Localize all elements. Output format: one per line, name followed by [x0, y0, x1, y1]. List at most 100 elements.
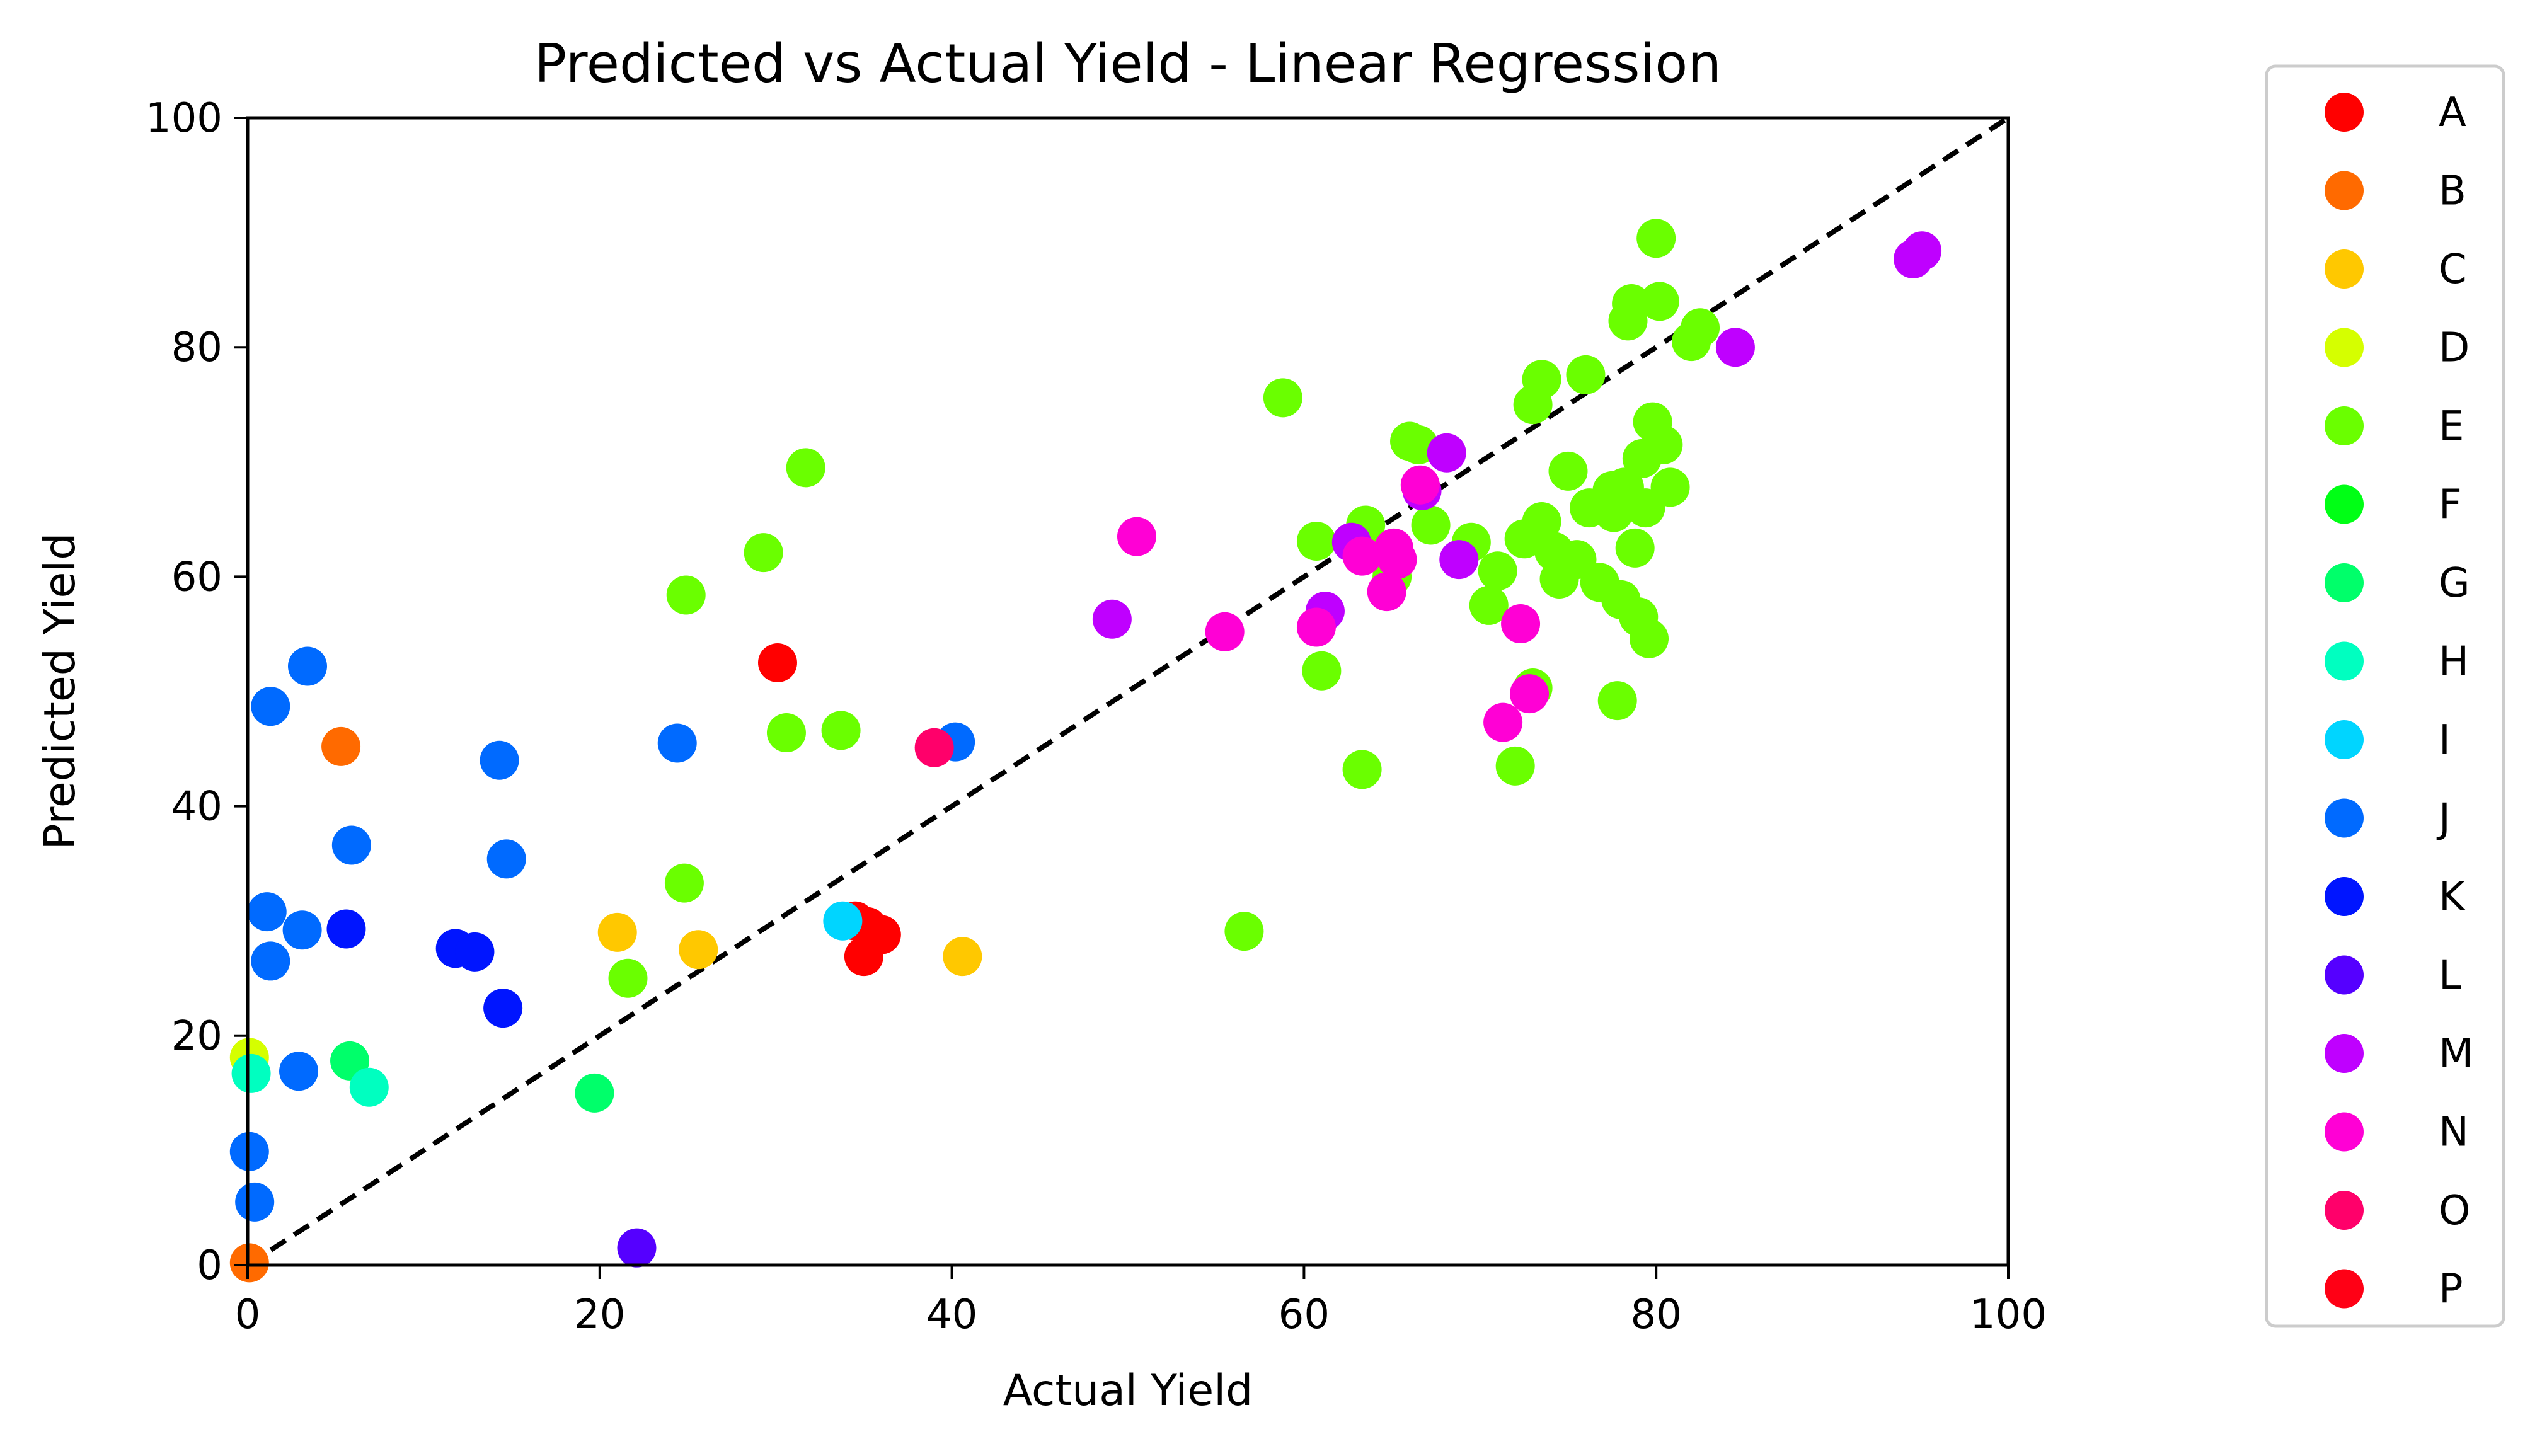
legend-label-m: M [2439, 1031, 2473, 1077]
data-point-e [608, 958, 648, 998]
x-tick-label: 80 [1630, 1292, 1681, 1338]
reference-line [246, 115, 2010, 1268]
legend-label-o: O [2439, 1188, 2470, 1234]
legend-marker-p [2325, 1269, 2364, 1309]
plot-frame [246, 116, 2010, 1267]
legend-marker-d [2325, 328, 2364, 367]
data-point-e [1469, 585, 1509, 625]
legend-marker-b [2325, 171, 2364, 210]
data-point-c [943, 937, 982, 977]
data-point-e [1411, 505, 1451, 545]
data-point-e [1612, 284, 1652, 324]
data-point-e [821, 711, 861, 750]
data-point-e [1342, 750, 1382, 789]
data-point-i [823, 901, 863, 941]
data-point-e [1478, 551, 1517, 591]
data-point-e [744, 533, 783, 573]
y-tick-label: 0 [197, 1242, 222, 1289]
y-tick-label: 100 [146, 95, 222, 142]
data-point-e [1594, 493, 1634, 532]
legend-label-g: G [2439, 560, 2470, 607]
x-tick-label: 100 [1970, 1292, 2047, 1338]
data-point-k [326, 909, 366, 949]
x-tick-label: 0 [235, 1292, 261, 1338]
data-point-h [231, 1053, 271, 1093]
y-tick-label: 40 [171, 784, 222, 830]
legend-label-e: E [2439, 403, 2464, 450]
data-point-b [321, 726, 361, 766]
data-point-m [1902, 231, 1942, 271]
data-point-e [1640, 282, 1679, 321]
y-tick-label: 20 [171, 1013, 222, 1060]
legend-label-a: A [2439, 89, 2466, 136]
data-point-n [1501, 604, 1541, 644]
data-point-j [235, 1182, 275, 1222]
data-point-m [1439, 540, 1479, 580]
chart-title: Predicted vs Actual Yield - Linear Regre… [534, 33, 1722, 95]
legend-label-n: N [2439, 1109, 2469, 1156]
legend-marker-o [2325, 1191, 2364, 1230]
data-point-e [1643, 425, 1683, 464]
y-tick-label: 60 [171, 554, 222, 600]
data-point-m [1092, 599, 1132, 639]
legend-marker-k [2325, 877, 2364, 916]
data-point-e [1650, 467, 1690, 507]
legend-marker-j [2325, 798, 2364, 838]
data-point-n [1400, 465, 1440, 505]
data-point-m [1715, 328, 1755, 367]
data-point-e [1522, 360, 1561, 399]
data-point-n [1483, 702, 1523, 742]
legend-marker-a [2325, 93, 2364, 132]
data-point-e [1296, 521, 1336, 561]
data-point-b [229, 1243, 269, 1283]
data-point-n [1367, 572, 1406, 612]
x-tick-label: 60 [1279, 1292, 1330, 1338]
legend-label-b: B [2439, 168, 2466, 215]
legend-marker-m [2325, 1034, 2364, 1073]
legend-marker-l [2325, 955, 2364, 995]
legend-label-j: J [2436, 796, 2451, 842]
data-point-h [349, 1067, 389, 1107]
data-point-e [1566, 355, 1606, 394]
x-axis-label: Actual Yield [1003, 1366, 1253, 1416]
data-point-k [455, 932, 495, 972]
data-point-e [1630, 619, 1669, 658]
data-point-e [1263, 378, 1302, 418]
data-point-n [1117, 517, 1156, 556]
legend-label-i: I [2439, 717, 2451, 764]
legend-label-c: C [2439, 246, 2467, 293]
axis-ticks: 0 20 40 60 80 100 0 20 40 60 80 100 [146, 95, 2047, 1338]
data-point-j [279, 1052, 319, 1091]
data-point-n [1510, 674, 1550, 714]
data-point-j [480, 740, 519, 780]
data-point-e [1224, 912, 1264, 951]
data-point-e [664, 863, 704, 903]
data-point-j [251, 941, 290, 981]
plot-area [229, 115, 2010, 1283]
legend-marker-n [2325, 1112, 2364, 1152]
data-point-c [679, 930, 718, 970]
data-point-j [247, 892, 287, 932]
data-point-e [1615, 528, 1655, 568]
legend-marker-f [2325, 484, 2364, 524]
data-point-e [766, 713, 806, 753]
x-tick-label: 40 [926, 1292, 977, 1338]
data-point-g [575, 1073, 614, 1113]
data-point-l [617, 1228, 657, 1268]
legend-marker-i [2325, 720, 2364, 759]
legend-label-d: D [2439, 325, 2470, 372]
data-point-c [597, 912, 637, 952]
y-tick-label: 80 [171, 324, 222, 371]
data-point-m [1427, 433, 1466, 473]
data-point-a [757, 643, 797, 682]
legend-marker-g [2325, 563, 2364, 602]
data-point-e [666, 575, 706, 615]
data-point-n [1342, 536, 1382, 576]
legend-marker-h [2325, 641, 2364, 681]
data-point-j [229, 1132, 269, 1171]
legend-marker-c [2325, 249, 2364, 289]
data-point-e [1548, 451, 1588, 491]
data-point-e [1522, 502, 1561, 541]
legend-label-l: L [2439, 953, 2461, 999]
